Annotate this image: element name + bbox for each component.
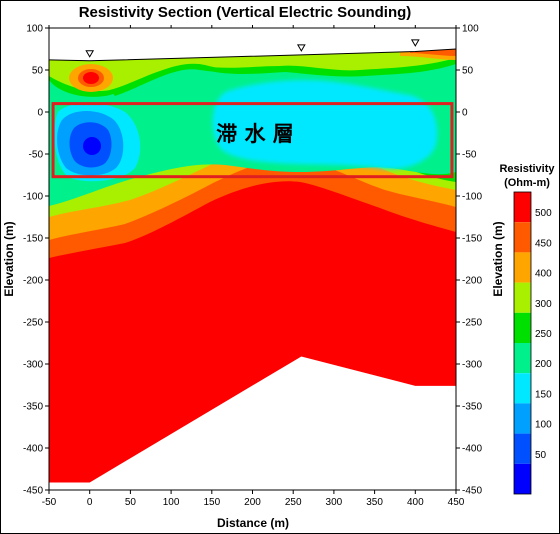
y-tick-label-right: -250 (462, 318, 482, 329)
aquifer-label: 滞 水 層 (216, 121, 294, 146)
y-tick-label-right: -50 (462, 150, 477, 161)
legend-swatch (514, 192, 531, 223)
legend-label: 150 (535, 389, 552, 400)
legend-label: 500 (535, 208, 552, 219)
resistivity-section (49, 49, 456, 483)
y-tick-label-left: -350 (23, 402, 43, 413)
sounding-marker (296, 44, 306, 52)
y-tick-label-left: -300 (23, 360, 43, 371)
legend-border (513, 191, 532, 495)
legend-swatch (514, 433, 531, 464)
y-tick-label-left: -450 (23, 486, 43, 497)
x-tick-label: 450 (448, 497, 465, 508)
aquifer-box-outline (51, 102, 454, 179)
y-tick-label-left: 50 (32, 66, 44, 77)
legend-label: 400 (535, 269, 552, 280)
x-tick-label: 0 (87, 497, 93, 508)
x-tick-label: 350 (366, 497, 383, 508)
y-tick-label-left: -150 (23, 234, 43, 245)
y-tick-label-right: -300 (462, 360, 482, 371)
legend-swatch (514, 403, 531, 434)
legend-swatch (514, 282, 531, 313)
legend-label: 450 (535, 238, 552, 249)
legend-swatch (514, 463, 531, 494)
x-tick-label: 300 (326, 497, 343, 508)
x-tick-label: 100 (163, 497, 180, 508)
y-axis-label-right: Elevation (m) (491, 221, 505, 296)
sounding-markers (85, 39, 420, 58)
zone-300-top (49, 49, 456, 91)
y-tick-label-right: 50 (462, 66, 474, 77)
legend-swatch (514, 222, 531, 253)
x-tick-label: 400 (407, 497, 424, 508)
y-axis: 100 100 50 50 0 0 -50 -50 -100 -100 -150 -150 -200 -2… (23, 24, 482, 497)
aquifer-box (51, 102, 454, 179)
legend-label: 200 (535, 359, 552, 370)
zone-core-anomaly (83, 72, 99, 84)
x-tick-label: 200 (244, 497, 261, 508)
legend-label: 100 (535, 420, 552, 431)
legend-swatch (514, 312, 531, 343)
y-tick-label-left: 100 (26, 24, 43, 35)
y-tick-label-left: -50 (29, 150, 44, 161)
legend-title-1: Resistivity (499, 163, 555, 175)
legend-label: 250 (535, 329, 552, 340)
y-tick-label-right: -150 (462, 234, 482, 245)
sounding-marker (410, 39, 420, 47)
x-axis: -50 0 50 100 150 200 250 300 350 400 450 (42, 25, 465, 508)
zone-250-top (110, 58, 456, 96)
x-axis-label: Distance (m) (217, 516, 289, 530)
y-tick-label-right: -100 (462, 192, 482, 203)
surface-line (48, 48, 457, 62)
y-tick-label-right: -450 (462, 486, 482, 497)
y-tick-label-right: 0 (462, 108, 468, 119)
y-tick-label-left: -250 (23, 318, 43, 329)
legend-swatch (514, 373, 531, 404)
x-tick-label: 150 (203, 497, 220, 508)
y-tick-label-left: -200 (23, 276, 43, 287)
x-tick-label: 250 (285, 497, 302, 508)
y-tick-label-left: 0 (37, 108, 43, 119)
y-tick-label-left: -400 (23, 444, 43, 455)
legend-title-2: (Ohm-m) (504, 177, 550, 189)
y-axis-label-left: Elevation (m) (2, 221, 16, 296)
legend-label: 300 (535, 299, 552, 310)
legend-swatch (514, 252, 531, 283)
legend: Resistivity (Ohm-m) 500 450 400 300 250 200 15… (499, 163, 555, 495)
legend-swatch (514, 343, 531, 374)
y-tick-label-right: 100 (462, 24, 479, 35)
y-tick-label-right: -200 (462, 276, 482, 287)
y-tick-label-left: -100 (23, 192, 43, 203)
chart-title: Resistivity Section (Vertical Electric S… (79, 4, 412, 21)
y-tick-label-right: -400 (462, 444, 482, 455)
x-tick-label: -50 (42, 497, 57, 508)
sounding-marker (85, 50, 95, 58)
zone-core-left (83, 137, 101, 155)
legend-swatches: 500 450 400 300 250 200 150 100 50 (513, 191, 552, 495)
y-tick-label-right: -350 (462, 402, 482, 413)
legend-label: 50 (535, 450, 547, 461)
x-tick-label: 50 (125, 497, 137, 508)
